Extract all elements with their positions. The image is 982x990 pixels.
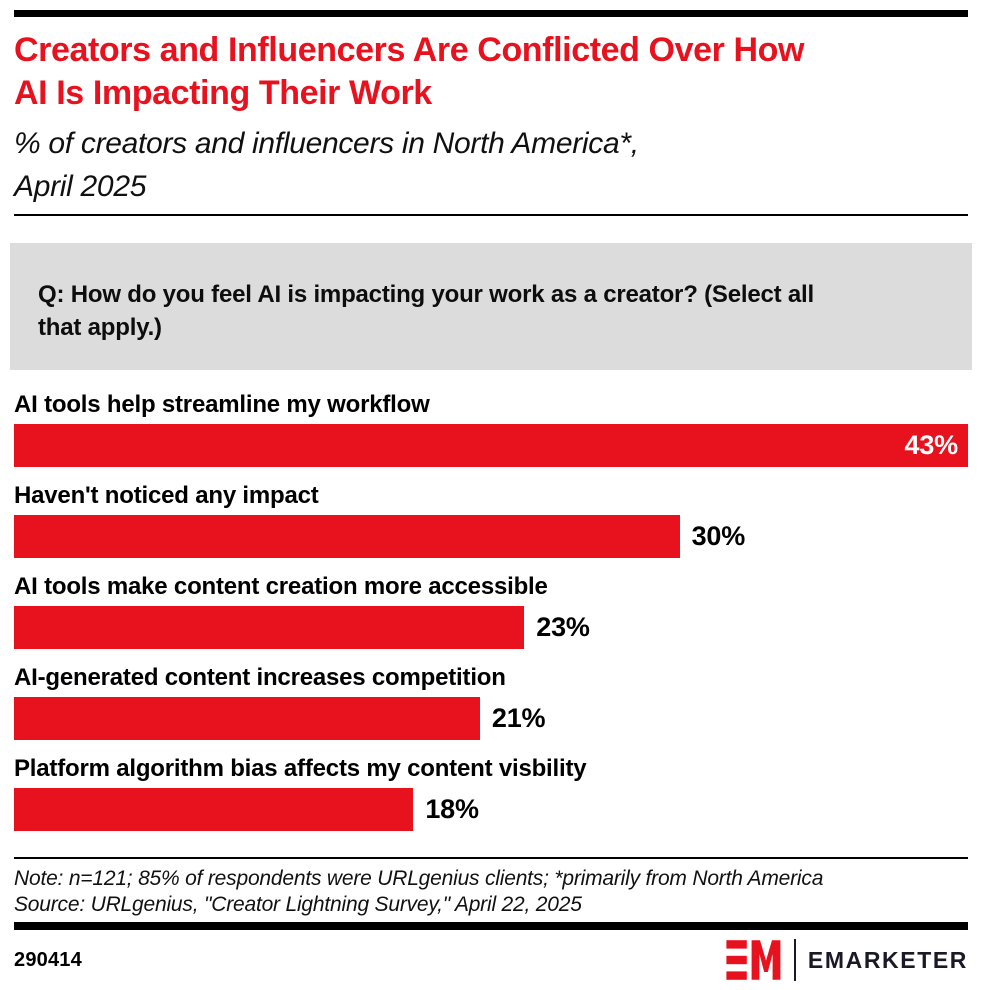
chart-page: Creators and Influencers Are Conflicted …	[0, 10, 982, 982]
bar-track: 30%	[14, 515, 968, 558]
page-title-line-2: AI Is Impacting Their Work	[14, 74, 432, 112]
bar-category-label: Haven't noticed any impact	[14, 482, 319, 509]
bar-group: AI tools help streamline my workflow 43%	[14, 390, 968, 467]
bar-chart: AI tools help streamline my workflow 43% H…	[14, 390, 968, 831]
page-title-line-1: Creators and Influencers Are Conflicted …	[14, 31, 805, 69]
emarketer-logo: EMARKETER	[726, 939, 968, 981]
bar-track: 23%	[14, 606, 968, 649]
bar-value-label: 21%	[491, 703, 546, 733]
bar-group: Platform algorithm bias affects my conte…	[14, 754, 968, 831]
bar-fill	[14, 606, 525, 649]
bar-value-label: 23%	[536, 612, 590, 642]
page-subtitle: % of creators and influencers in North A…	[14, 122, 968, 208]
bar-group: AI-generated content increases competiti…	[14, 663, 968, 740]
bar-track: 21%	[14, 697, 968, 740]
bar-track: 18%	[14, 788, 968, 831]
page-subtitle-line-2: April 2025	[14, 170, 147, 203]
survey-question-box: Q: How do you feel AI is impacting your …	[10, 243, 972, 370]
footer-bar: 290414 EMARKETER	[14, 938, 968, 982]
bar-value-label: 30%	[691, 521, 746, 551]
bar-value-label: 43%	[904, 430, 959, 460]
note-text: Note: n=121; 85% of respondents were URL…	[14, 867, 824, 890]
bottom-rule	[14, 922, 968, 930]
top-rule	[14, 10, 968, 17]
bar-fill	[14, 515, 680, 558]
bar-category-label: Platform algorithm bias affects my conte…	[14, 755, 587, 782]
footer-divider-rule	[14, 857, 968, 859]
bar-fill	[14, 788, 414, 831]
header-divider-rule	[14, 214, 968, 216]
page-subtitle-line-1: % of creators and influencers in North A…	[14, 127, 639, 160]
footnotes: Note: n=121; 85% of respondents were URL…	[14, 866, 968, 918]
logo-divider	[793, 939, 796, 981]
bar-value-label: 18%	[425, 794, 479, 824]
page-title: Creators and Influencers Are Conflicted …	[14, 29, 968, 115]
source-text: Source: URLgenius, "Creator Lightning Su…	[14, 893, 582, 916]
bar-track: 43%	[14, 424, 968, 467]
bar-fill	[14, 697, 480, 740]
bar-group: AI tools make content creation more acce…	[14, 572, 968, 649]
emarketer-logo-mark-icon	[726, 940, 781, 980]
survey-question-line-2: that apply.)	[38, 314, 162, 341]
emarketer-wordmark: EMARKETER	[807, 946, 968, 973]
chart-number: 290414	[14, 948, 82, 971]
bar-fill: 43%	[14, 424, 968, 467]
survey-question-line-1: Q: How do you feel AI is impacting your …	[38, 281, 814, 308]
bar-category-label: AI tools help streamline my workflow	[14, 391, 430, 418]
bar-group: Haven't noticed any impact 30%	[14, 481, 968, 558]
bar-category-label: AI tools make content creation more acce…	[14, 573, 548, 600]
bar-category-label: AI-generated content increases competiti…	[14, 664, 506, 691]
